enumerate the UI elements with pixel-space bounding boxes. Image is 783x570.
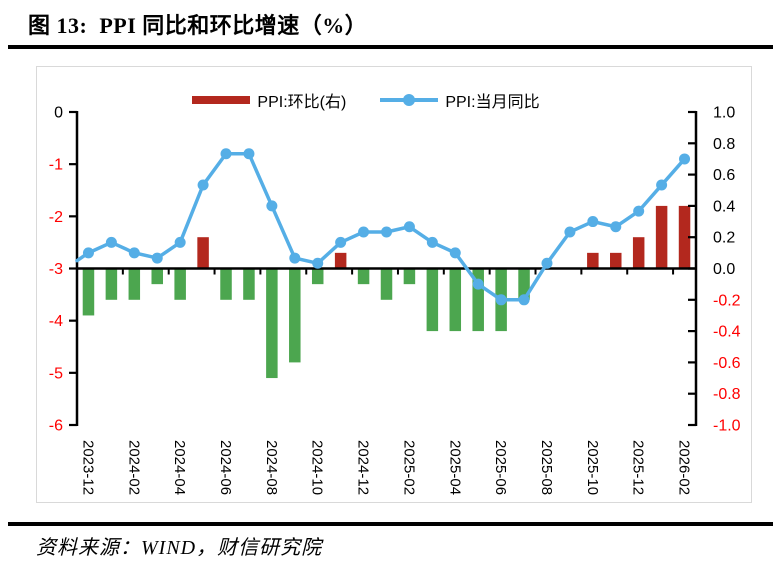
x-axis-label: 2024-10 bbox=[309, 440, 326, 495]
yoy-point bbox=[151, 252, 163, 264]
yoy-point bbox=[197, 179, 209, 191]
yoy-point bbox=[518, 294, 530, 306]
yoy-point bbox=[266, 200, 278, 212]
mom-bar bbox=[266, 268, 278, 379]
yoy-point bbox=[220, 148, 232, 160]
yoy-point bbox=[335, 236, 347, 248]
yoy-line bbox=[75, 151, 687, 302]
mom-bar bbox=[449, 268, 462, 332]
chart-legend: PPI:环比(右) PPI:当月同比 bbox=[9, 88, 723, 112]
mom-bar bbox=[403, 268, 416, 285]
yoy-point bbox=[633, 205, 645, 217]
yoy-point bbox=[174, 236, 186, 248]
right-axis-tick-label: 0.0 bbox=[713, 261, 735, 278]
yoy-point bbox=[358, 226, 370, 238]
legend-item-mom: PPI:环比(右) bbox=[192, 88, 346, 112]
yoy-point bbox=[495, 294, 507, 306]
source-note: 资料来源：WIND，财信研究院 bbox=[36, 537, 323, 559]
mom-bar bbox=[610, 252, 622, 269]
left-axis-tick-label: -5 bbox=[49, 365, 63, 382]
yoy-point bbox=[289, 252, 301, 264]
yoy-point bbox=[564, 226, 576, 238]
yoy-point bbox=[312, 257, 324, 269]
right-axis-tick-label: 0.8 bbox=[713, 136, 735, 153]
yoy-point bbox=[679, 153, 691, 165]
right-axis-tick-label: 1.0 bbox=[713, 105, 735, 122]
mom-bar bbox=[426, 268, 439, 332]
right-axis-tick-label: -0.8 bbox=[713, 386, 741, 403]
yoy-point bbox=[449, 247, 461, 259]
right-axis-tick-label: -0.2 bbox=[713, 292, 741, 309]
mom-bar bbox=[655, 205, 668, 269]
mom-bar bbox=[472, 268, 484, 332]
chart-container: 0 -1 -2 -3 -4 -5 -6 1.0 0.8 0.6 0.4 0.2 0.0 -0.2 -0.4 -… bbox=[36, 66, 752, 503]
legend-line-marker bbox=[403, 94, 416, 106]
legend-line-label: PPI:当月同比 bbox=[445, 94, 540, 111]
mom-bar bbox=[678, 205, 691, 269]
x-axis-label: 2025-08 bbox=[538, 440, 555, 495]
mom-bar bbox=[311, 268, 324, 285]
mom-bar bbox=[587, 252, 599, 269]
yoy-point bbox=[541, 257, 553, 269]
yoy-point bbox=[105, 236, 117, 248]
ppi-combo-chart: 0 -1 -2 -3 -4 -5 -6 1.0 0.8 0.6 0.4 0.2 0.0 -0.2 -0.4 -… bbox=[49, 105, 741, 496]
footer-divider bbox=[8, 522, 773, 526]
mom-bar bbox=[380, 268, 393, 300]
mom-bar bbox=[289, 268, 301, 363]
title-divider bbox=[8, 45, 773, 49]
x-axis-label: 2025-10 bbox=[584, 440, 601, 495]
left-axis-tick-label: -3 bbox=[49, 261, 63, 278]
mom-bar bbox=[82, 268, 95, 316]
yoy-point bbox=[381, 226, 392, 238]
x-axis-label: 2025-02 bbox=[400, 440, 417, 495]
x-axis-label: 2023-12 bbox=[79, 440, 96, 495]
left-axis-tick-label: -4 bbox=[49, 313, 63, 330]
yoy-point bbox=[610, 221, 622, 233]
yoy-point bbox=[403, 221, 415, 233]
mom-bar bbox=[174, 268, 186, 300]
legend-bar-label: PPI:环比(右) bbox=[257, 94, 347, 111]
mom-bar bbox=[334, 252, 347, 269]
yoy-point bbox=[656, 179, 668, 191]
x-axis-label: 2025-06 bbox=[492, 440, 509, 495]
yoy-point bbox=[426, 236, 438, 248]
right-axis-tick-label: -0.6 bbox=[713, 355, 741, 372]
right-axis-tick-label: 0.2 bbox=[713, 230, 735, 247]
mom-bar bbox=[632, 237, 645, 269]
x-axis-label: 2025-12 bbox=[630, 440, 647, 495]
x-axis-label: 2024-02 bbox=[125, 440, 142, 495]
legend-item-yoy: PPI:当月同比 bbox=[380, 88, 540, 112]
yoy-point bbox=[128, 247, 140, 259]
x-axis-label: 2025-04 bbox=[446, 440, 463, 495]
mom-bar bbox=[151, 268, 163, 285]
x-axis-label: 2026-02 bbox=[676, 440, 693, 495]
yoy-point bbox=[82, 247, 94, 259]
x-axis-label: 2024-08 bbox=[263, 440, 280, 495]
x-axis-label: 2024-06 bbox=[217, 440, 234, 495]
yoy-point bbox=[587, 216, 599, 228]
left-axis-tick-label: 0 bbox=[54, 105, 63, 122]
figure-title: 图 13: PPI 同比和环比增速（%） bbox=[28, 13, 368, 38]
mom-bar bbox=[128, 268, 141, 300]
right-axis-tick-label: 0.4 bbox=[713, 198, 735, 215]
left-axis-tick-label: -2 bbox=[49, 209, 63, 226]
mom-bar bbox=[243, 268, 255, 300]
x-axis-label: 2024-04 bbox=[171, 440, 188, 495]
mom-bar bbox=[105, 268, 118, 300]
mom-bar bbox=[220, 268, 232, 300]
legend-bar-swatch bbox=[192, 96, 251, 104]
left-axis-tick-label: -6 bbox=[49, 418, 63, 435]
legend-line-swatch bbox=[380, 94, 439, 106]
right-axis-tick-label: 0.6 bbox=[713, 167, 735, 184]
right-axis-tick-label: -0.4 bbox=[713, 324, 741, 341]
yoy-point bbox=[243, 148, 255, 160]
left-axis-tick-label: -1 bbox=[49, 157, 63, 174]
mom-bar bbox=[357, 268, 370, 285]
mom-bar bbox=[197, 237, 209, 269]
x-axis-label: 2024-12 bbox=[355, 440, 372, 495]
right-axis-tick-label: -1.0 bbox=[713, 418, 741, 435]
mom-bar bbox=[518, 268, 530, 300]
yoy-point bbox=[472, 278, 484, 290]
